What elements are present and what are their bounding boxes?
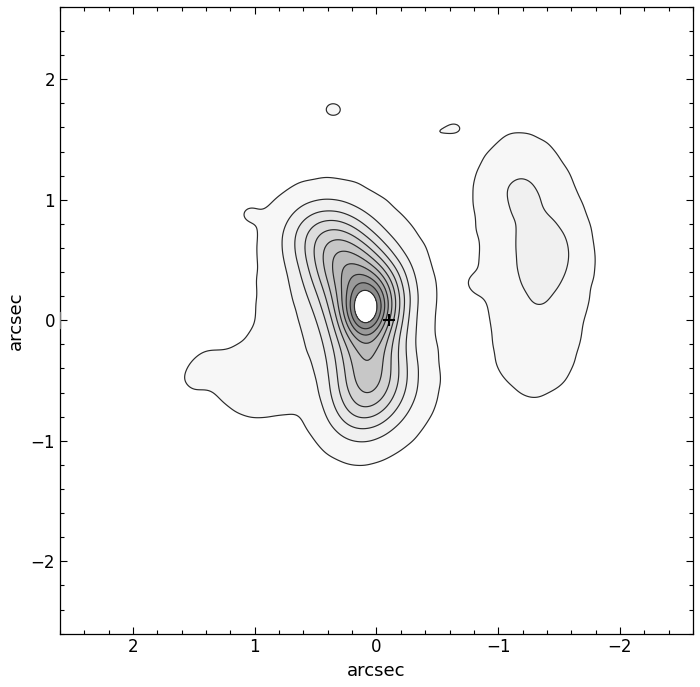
Bar [0, 313, 60, 328]
X-axis label: arcsec: arcsec [347, 662, 406, 680]
Y-axis label: arcsec: arcsec [7, 291, 25, 350]
